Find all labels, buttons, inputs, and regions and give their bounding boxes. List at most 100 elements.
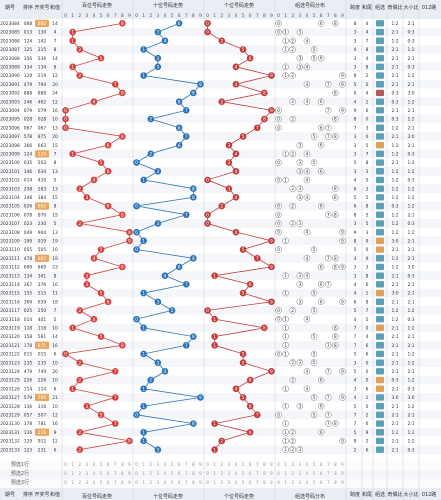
sum-value: 10: [52, 378, 58, 384]
sort-value: 246: [24, 99, 33, 105]
odd-even-ratio: 2:1: [391, 325, 398, 331]
sort-value: 356: [24, 56, 33, 62]
drawn-digit-label: 6: [178, 265, 181, 271]
drawn-digit-ball: [182, 107, 190, 114]
distribution-ring: [339, 81, 346, 88]
header-jiou: 奇偶比: [387, 4, 402, 11]
distribution-digit: 0: [277, 212, 280, 217]
drawn-digit-label: 0: [64, 108, 67, 114]
odd-even-ratio: 1:2: [391, 221, 398, 227]
drawn-digit-label: 8: [121, 91, 124, 97]
drawn-digit-ball: [204, 176, 211, 184]
sum-value: 13: [52, 125, 58, 131]
drawn-digit-label: 1: [142, 325, 145, 331]
drawn-digit-label: 8: [192, 195, 195, 201]
drawn-digit-label: 8: [263, 117, 266, 123]
drawn-digit-ball: [268, 298, 275, 306]
digit-header-label: 2: [78, 13, 81, 19]
sort-value: 055: [24, 247, 33, 253]
big-small-ratio: 0:3: [407, 178, 414, 184]
digit-header-label: 6: [249, 13, 252, 19]
sort-value: 014: [24, 178, 33, 184]
drawn-digit-label: 9: [128, 230, 131, 236]
distribution-ring: [275, 28, 282, 36]
drawn-digit-ball: [111, 80, 119, 88]
odd-even-ratio: 1:2: [391, 430, 398, 436]
draw-number: 114: [38, 386, 47, 392]
drawn-digit-label: 0: [135, 204, 138, 210]
big-small-ratio: 2:1: [407, 143, 414, 149]
sum-tail-value: 3: [366, 186, 369, 192]
distribution-digit: 1: [284, 421, 287, 426]
drawn-digit-ball: [190, 185, 197, 192]
distribution-digit: 7: [327, 412, 330, 417]
distribution-ring: [296, 281, 304, 288]
issue-number: 2023127: [0, 395, 20, 401]
sort-value: 346: [24, 169, 33, 175]
drawn-digit-ball: [239, 46, 247, 53]
row-background: [0, 349, 441, 359]
distribution-ring: [296, 359, 304, 366]
distribution-ring: [282, 385, 289, 392]
distribution-ring: [282, 324, 289, 332]
drawn-digit-ball: [140, 428, 147, 436]
drawn-digit-ball: [225, 159, 233, 166]
big-small-ratio: 1:2: [407, 204, 414, 210]
drawn-digit-ball: [154, 446, 162, 453]
footer-cell: 3: [299, 471, 302, 476]
drawn-digit-ball: [232, 167, 240, 175]
span-value: 8: [354, 439, 357, 445]
table-row: 2023094 079 079 16 0 7 9 0 7 9 9 6 2:1 2:1: [0, 107, 415, 114]
distribution-digit: 5: [313, 47, 316, 52]
issue-number: 2023104: [0, 195, 20, 201]
draw-number: 639: [38, 299, 47, 305]
big-small-ratio: 3:0: [407, 91, 414, 97]
row-background: [0, 288, 441, 298]
sum-tail-value: 8: [366, 299, 369, 305]
distribution-ring: [325, 107, 332, 114]
distribution-ring: [289, 46, 296, 53]
drawn-digit-ball: [133, 159, 140, 166]
issue-number: 2023113: [0, 273, 20, 279]
table-row: 2023085 013 130 4 1 3 0 0 1 3 3 4 2:1 0:3: [0, 28, 415, 36]
draw-number: 602: [38, 204, 47, 210]
drawn-digit-label: 2: [78, 378, 81, 384]
span-value: 7: [354, 343, 357, 349]
group-type-marker: [376, 246, 384, 253]
draw-number: 230: [38, 221, 47, 227]
distribution-ring: [317, 281, 325, 288]
big-small-ratio: 0:3: [407, 447, 414, 453]
span-value: 5: [354, 430, 357, 436]
sum-value: 13: [52, 230, 58, 236]
issue-number: 2023084: [0, 21, 20, 27]
distribution-ring: [275, 307, 282, 314]
footer-cell: 7: [256, 480, 259, 485]
footer-cell: 8: [334, 462, 337, 467]
issue-number: 2023120: [0, 334, 20, 340]
drawn-digit-ball: [154, 359, 162, 366]
issue-number: 2023132: [0, 439, 20, 445]
drawn-digit-label: 1: [71, 386, 74, 392]
sum-tail-value: 2: [366, 99, 369, 105]
distribution-digit: 3: [299, 186, 302, 191]
footer-cell: 3: [228, 480, 231, 485]
issue-number: 2023109: [0, 238, 20, 244]
drawn-digit-ball: [119, 263, 126, 271]
distribution-ring: [332, 333, 339, 340]
draw-number: 487: [38, 256, 47, 262]
distribution-ring: [317, 402, 325, 410]
header-xingtai: 组选: [375, 4, 385, 11]
distribution-digit: 4: [306, 82, 309, 87]
drawn-digit-label: 4: [235, 195, 238, 201]
distribution-digit: 4: [306, 369, 309, 374]
drawn-digit-label: 3: [227, 143, 230, 149]
group-type-marker: [376, 98, 384, 105]
sort-value: 479: [24, 369, 33, 375]
drawn-digit-label: 7: [114, 369, 117, 375]
odd-even-ratio: 1:2: [391, 230, 398, 236]
distribution-ring: [317, 98, 325, 105]
odd-even-ratio: 2:1: [391, 421, 398, 427]
distribution-digit: 3: [299, 56, 302, 61]
footer-cell: 7: [327, 480, 330, 485]
footer-cell: 5: [313, 462, 316, 467]
